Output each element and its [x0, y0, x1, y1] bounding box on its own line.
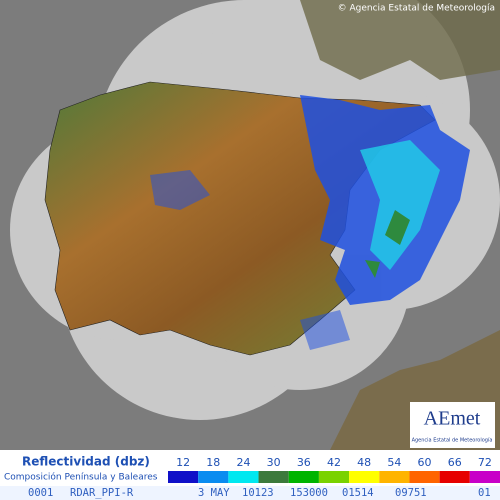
legend-swatch — [379, 471, 410, 483]
legend-label: 36 — [297, 456, 311, 469]
legend-title: Reflectividad (dbz) — [22, 455, 150, 469]
legend-label: 18 — [206, 456, 220, 469]
legend-swatch — [469, 471, 500, 483]
footer-bar — [0, 486, 500, 500]
legend-swatch — [198, 471, 229, 483]
legend-label: 12 — [176, 456, 190, 469]
logo-subtitle: Agencia Estatal de Meteorología — [412, 437, 493, 444]
legend-swatch — [409, 471, 440, 483]
footer-field: 01514 — [342, 487, 374, 499]
logo-box — [410, 402, 495, 448]
legend-label: 72 — [478, 456, 492, 469]
radar-echoes-core — [365, 210, 410, 278]
legend-subtitle: Composición Península y Baleares — [4, 472, 158, 483]
legend-label: 42 — [327, 456, 341, 469]
legend-swatch — [168, 471, 199, 483]
legend-swatch — [349, 471, 380, 483]
legend-label: 54 — [387, 456, 401, 469]
legend-swatch — [439, 471, 470, 483]
footer-field: 09751 — [395, 487, 427, 499]
legend-label: 24 — [236, 456, 250, 469]
legend-swatch — [318, 471, 350, 483]
legend-swatch — [288, 471, 319, 483]
footer-field: RDAR_PPI-R — [70, 487, 134, 499]
footer-field: 01 — [478, 487, 491, 499]
legend-label: 60 — [418, 456, 432, 469]
legend-scale: 12 18 24 30 36 42 48 54 60 66 72 — [168, 456, 500, 483]
legend-label: 30 — [267, 456, 281, 469]
legend-swatch — [228, 471, 259, 483]
legend-label: 48 — [357, 456, 371, 469]
footer-field: 0001 — [28, 487, 53, 499]
legend-label: 66 — [448, 456, 462, 469]
logo: AEmet — [424, 408, 481, 430]
radar-echoes-strong — [360, 140, 440, 270]
legend-swatch — [258, 471, 289, 483]
footer-field: 10123 — [242, 487, 274, 499]
copyright: © Agencia Estatal de Meteorología — [338, 4, 495, 14]
footer-field: 3 MAY — [198, 487, 230, 499]
france — [0, 0, 500, 80]
footer-field: 153000 — [290, 487, 328, 499]
footer: 0001 RDAR_PPI-R 3 MAY 10123 153000 01514 09751… — [28, 487, 491, 499]
